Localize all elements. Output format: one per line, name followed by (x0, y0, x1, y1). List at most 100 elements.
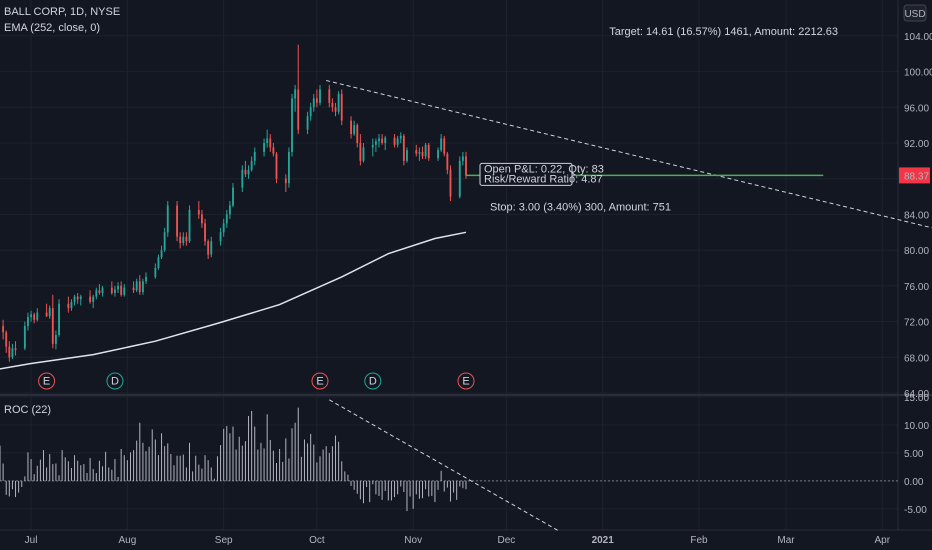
candle-up (228, 205, 231, 215)
time-axis-label: Sep (215, 535, 233, 546)
candle-up (374, 141, 377, 145)
candle-down (33, 314, 36, 320)
candle-down (67, 303, 70, 309)
last-price-label: 88.37 (904, 171, 929, 182)
candle-up (145, 276, 147, 282)
candle-up (182, 236, 185, 243)
candle-up (73, 296, 76, 302)
event-label: D (111, 376, 119, 388)
candle-up (11, 348, 14, 358)
ema-line (0, 231, 467, 370)
roc-axis-label: 0.00 (904, 477, 924, 488)
candle-down (179, 236, 182, 243)
candle-down (393, 137, 396, 145)
candle-up (309, 107, 312, 117)
time-axis-label: Dec (497, 535, 515, 546)
candle-down (5, 332, 8, 347)
candle-up (353, 125, 356, 135)
candle-down (421, 151, 424, 157)
candle-down (201, 214, 203, 224)
candle-up (306, 116, 309, 130)
candle-up (253, 151, 256, 161)
candle-up (247, 169, 250, 175)
time-axis-label: Aug (118, 535, 136, 546)
candle-up (48, 308, 51, 317)
candle-down (359, 143, 362, 161)
candle-up (163, 232, 166, 251)
currency-badge-label: USD (904, 9, 925, 20)
candle-down (275, 153, 278, 179)
candle-up (123, 287, 126, 295)
roc-axis-label: -5.00 (904, 505, 927, 516)
candle-down (427, 144, 430, 159)
candle-down (334, 107, 337, 112)
risk-reward-label: Risk/Reward Ratio: 4.87 (484, 173, 603, 185)
candle-down (45, 312, 48, 317)
roc-trendline (329, 399, 560, 532)
candle-up (291, 98, 293, 152)
candle-up (160, 250, 163, 258)
price-axis-label: 72.00 (904, 318, 929, 329)
event-label: E (316, 376, 323, 388)
candle-up (225, 214, 228, 224)
candle-up (437, 150, 439, 159)
candle-up (384, 137, 387, 143)
price-axis-label: 80.00 (904, 246, 929, 257)
candle-up (30, 314, 32, 318)
roc-axis-label: 15.00 (904, 393, 929, 404)
candle-up (188, 209, 191, 242)
event-label: E (43, 376, 50, 388)
candle-up (319, 89, 321, 103)
candle-up (294, 89, 297, 99)
candle-up (287, 151, 290, 184)
roc-axis-label: 5.00 (904, 449, 924, 460)
ema-legend[interactable]: EMA (252, close, 0) (4, 22, 100, 34)
candle-up (70, 301, 73, 309)
candle-down (244, 169, 247, 175)
candle-down (14, 348, 17, 351)
dividend-event-icon (106, 372, 124, 390)
candle-up (79, 296, 82, 300)
candle-down (120, 285, 123, 295)
candle-up (250, 160, 253, 170)
price-axis-label: 76.00 (904, 282, 929, 293)
candle-up (396, 138, 399, 145)
candle-up (58, 303, 60, 335)
candle-up (241, 169, 244, 188)
earnings-event-icon (38, 372, 56, 390)
roc-legend[interactable]: ROC (22) (4, 404, 52, 416)
candle-up (263, 143, 265, 152)
candle-up (312, 98, 315, 108)
candle-down (272, 147, 275, 154)
candle-up (424, 144, 427, 157)
candle-down (381, 138, 384, 143)
candle-up (117, 285, 119, 290)
earnings-event-icon (311, 372, 329, 390)
candle-up (210, 241, 213, 255)
candle-up (141, 281, 144, 293)
price-axis-label: 84.00 (904, 210, 929, 221)
candle-down (132, 287, 135, 291)
candle-down (8, 346, 11, 358)
candle-down (449, 169, 452, 197)
candle-up (362, 147, 365, 161)
price-axis-label: 64.00 (904, 389, 929, 400)
candle-up (458, 160, 461, 197)
stop-annotation: Stop: 3.00 (3.40%) 300, Amount: 751 (490, 201, 671, 213)
candle-up (154, 268, 157, 277)
candle-up (135, 281, 138, 291)
candle-down (269, 138, 272, 148)
time-axis-label: 2021 (592, 535, 615, 546)
candle-down (176, 205, 179, 237)
price-axis-label: 68.00 (904, 353, 929, 364)
symbol-title[interactable]: BALL CORP, 1D, NYSE (4, 6, 121, 18)
candle-up (222, 223, 225, 233)
candle-up (92, 296, 95, 302)
candle-up (378, 138, 380, 142)
candle-down (350, 120, 352, 135)
candle-down (76, 296, 79, 300)
candle-down (446, 153, 449, 170)
target-annotation: Target: 14.61 (16.57%) 1461, Amount: 221… (609, 26, 838, 38)
